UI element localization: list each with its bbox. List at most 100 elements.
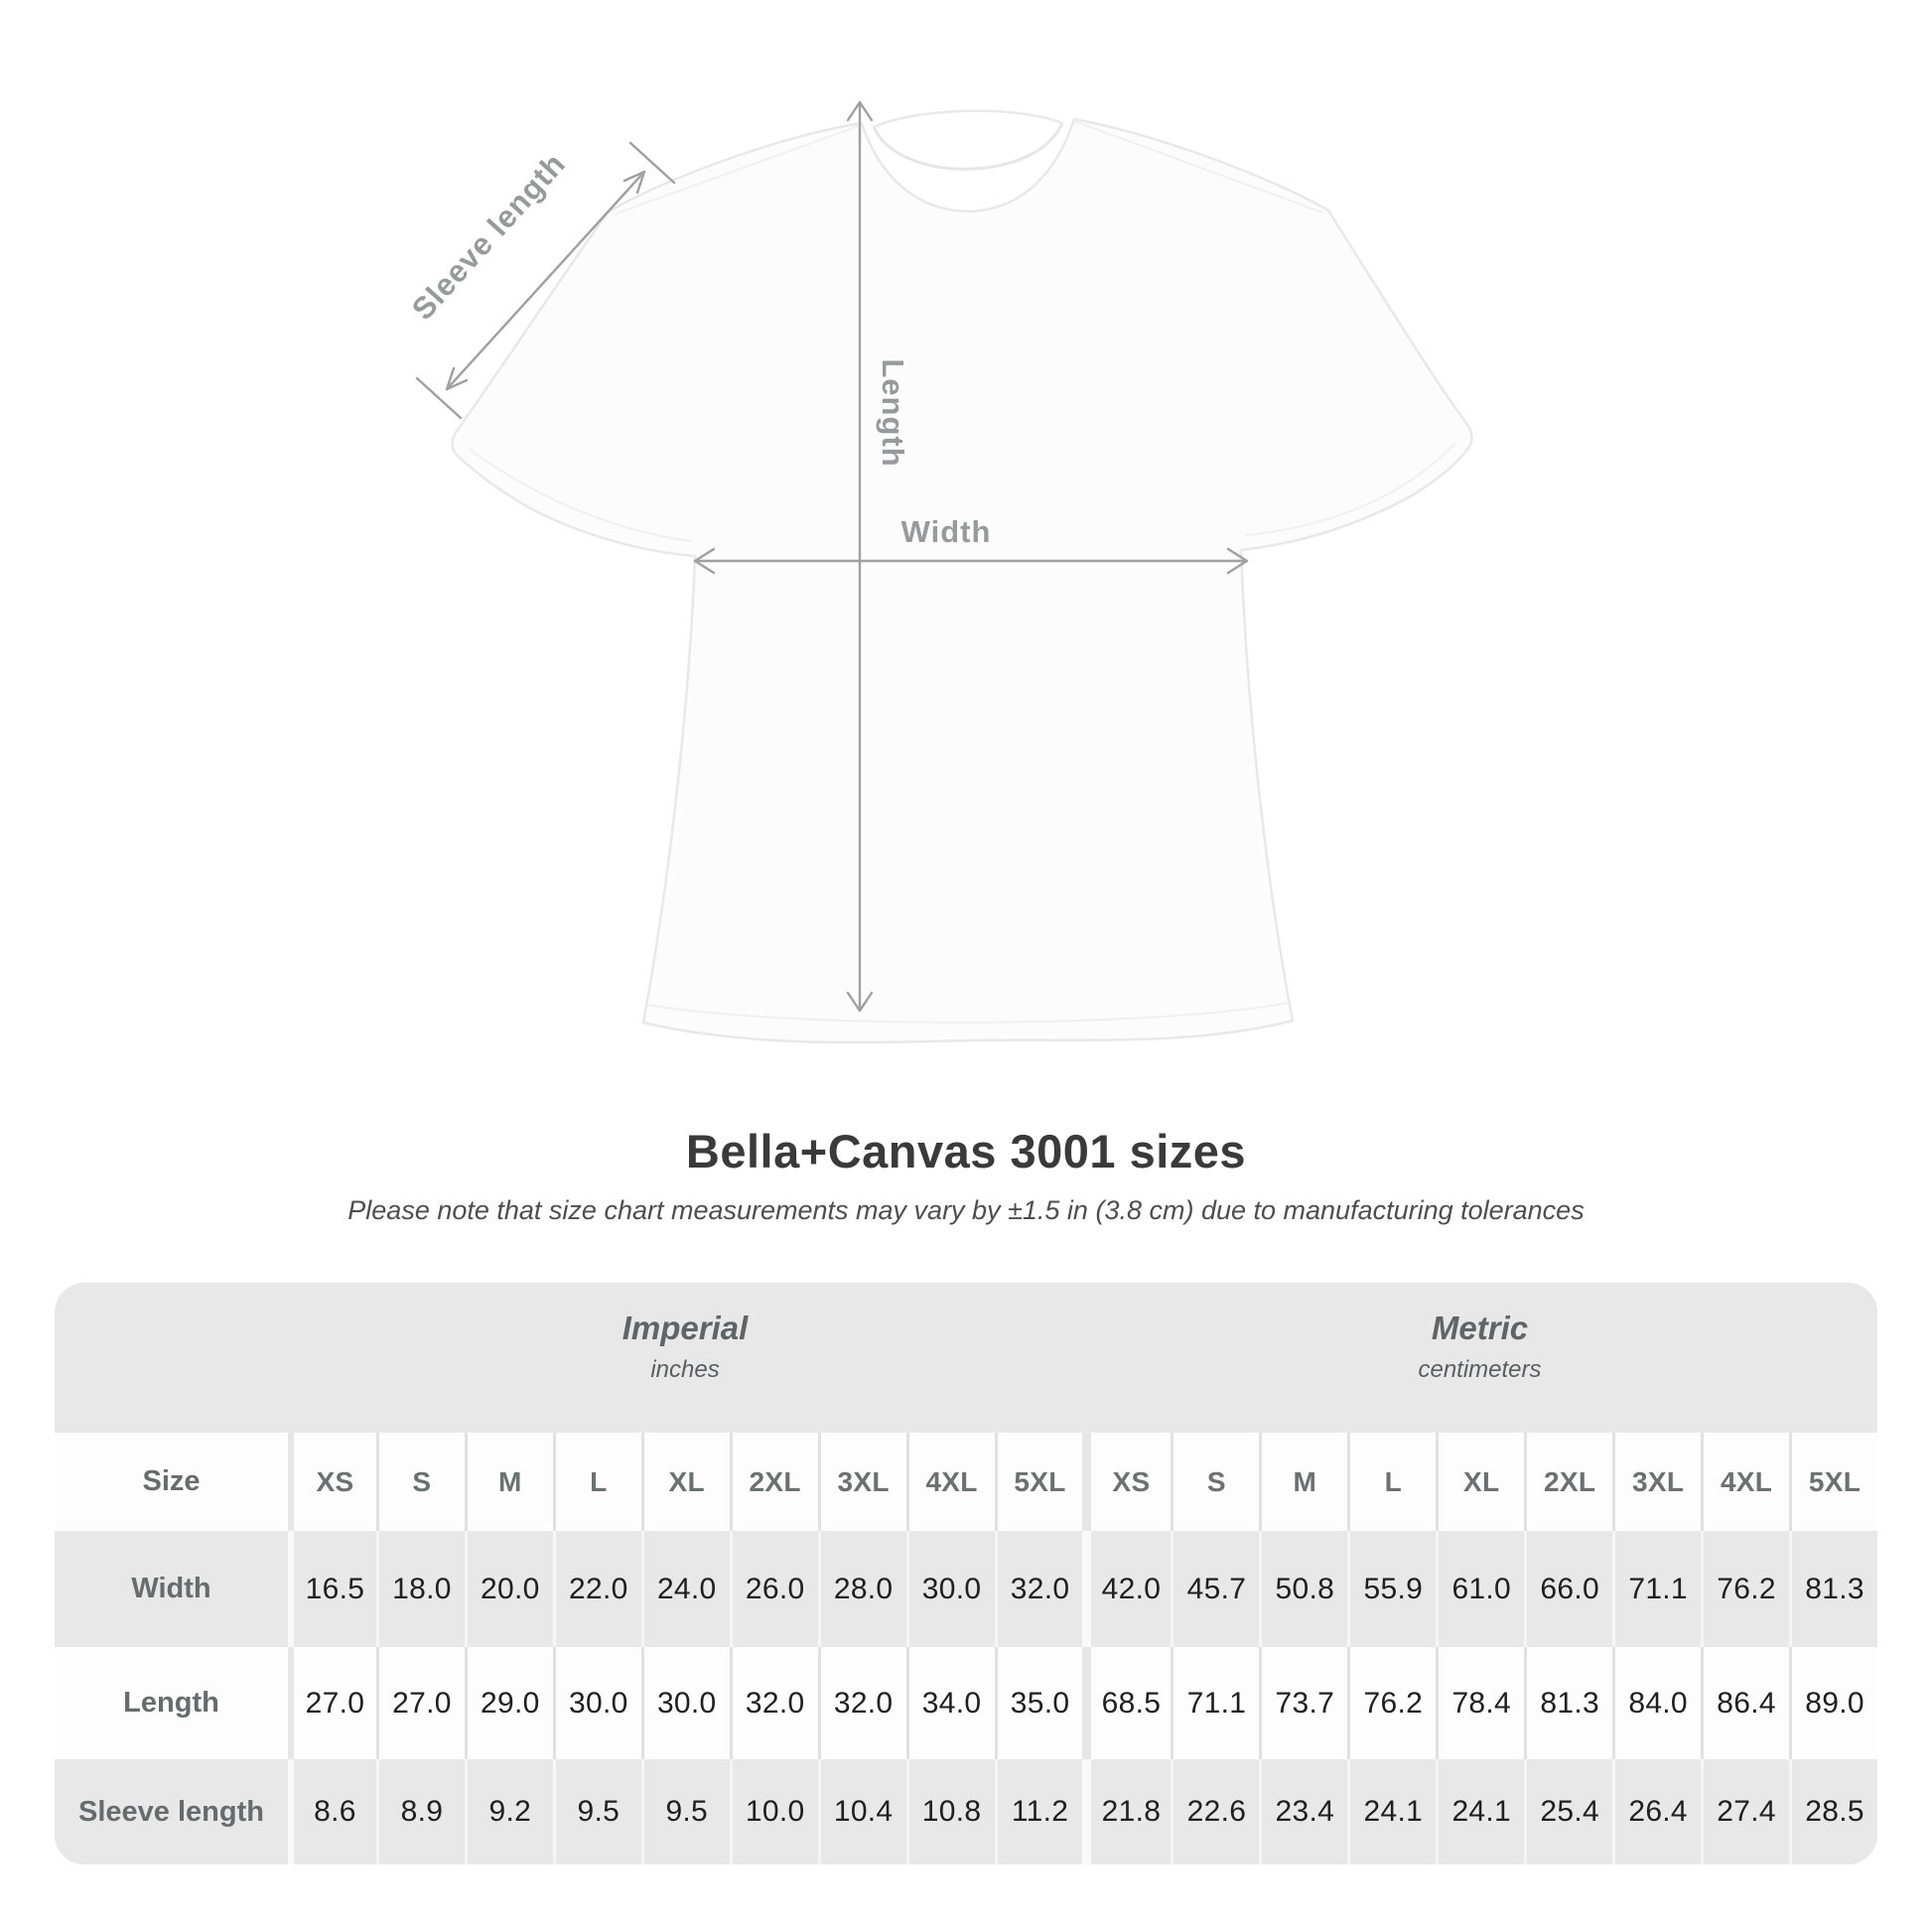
value-sleeve-length-metric-s: 22.6 [1171, 1759, 1259, 1864]
value-width-imperial-4xl: 30.0 [905, 1531, 995, 1647]
size-header-row: Size XS S M L XL 2XL 3XL 4XL 5XL XS S M L XL 2XL 3XL 4XL… [55, 1433, 1877, 1531]
value-length-metric-4xl: 86.4 [1701, 1647, 1789, 1759]
sleeve-hem-left [468, 448, 692, 542]
width-label: Width [901, 514, 992, 549]
value-length-metric-xl: 78.4 [1436, 1647, 1524, 1759]
value-length-metric-2xl: 81.3 [1524, 1647, 1612, 1759]
value-length-imperial-4xl: 34.0 [905, 1647, 995, 1759]
metric-group-unit: centimeters [1418, 1356, 1542, 1383]
size-corner-label: Size [142, 1465, 201, 1497]
value-sleeve-length-imperial-3xl: 10.4 [817, 1759, 906, 1864]
imperial-group-name: Imperial [621, 1310, 749, 1346]
length-label: Length [876, 358, 910, 467]
value-length-imperial-5xl: 35.0 [994, 1647, 1083, 1759]
value-sleeve-length-imperial-l: 9.5 [552, 1759, 641, 1864]
value-width-metric-5xl: 81.3 [1789, 1531, 1877, 1647]
collar-band [872, 122, 1064, 171]
tshirt-shape [451, 109, 1473, 1044]
value-width-imperial-xl: 24.0 [640, 1531, 730, 1647]
length-row: Length 27.0 27.0 29.0 30.0 30.0 32.0 32.0 34.0 3… [55, 1647, 1877, 1759]
metric-group-name: Metric [1431, 1310, 1529, 1346]
value-sleeve-length-metric-xs: 21.8 [1082, 1759, 1171, 1864]
value-width-metric-m: 50.8 [1259, 1531, 1347, 1647]
size-col-header-imperial-s: S [375, 1433, 465, 1531]
size-col-header-imperial-l: L [552, 1433, 641, 1531]
value-width-metric-l: 55.9 [1347, 1531, 1436, 1647]
unit-group-header: Imperial inches Metric centimeters [55, 1283, 1877, 1433]
size-col-header-imperial-4xl: 4XL [905, 1433, 995, 1531]
value-sleeve-length-metric-m: 23.4 [1259, 1759, 1347, 1864]
value-sleeve-length-metric-3xl: 26.4 [1612, 1759, 1701, 1864]
value-sleeve-length-imperial-m: 9.2 [464, 1759, 553, 1864]
value-width-metric-2xl: 66.0 [1524, 1531, 1612, 1647]
shoulder-seam-left [613, 124, 863, 215]
measurement-annotations [415, 100, 1249, 1013]
size-col-header-imperial-3xl: 3XL [817, 1433, 906, 1531]
size-col-header-imperial-2xl: 2XL [729, 1433, 818, 1531]
value-length-metric-3xl: 84.0 [1612, 1647, 1701, 1759]
value-width-metric-xl: 61.0 [1436, 1531, 1524, 1647]
value-length-imperial-m: 29.0 [464, 1647, 553, 1759]
size-col-header-metric-s: S [1171, 1433, 1259, 1531]
value-width-imperial-l: 22.0 [552, 1531, 641, 1647]
value-width-imperial-m: 20.0 [464, 1531, 553, 1647]
size-table: Imperial inches Metric centimeters Size … [55, 1283, 1877, 1864]
value-width-metric-3xl: 71.1 [1612, 1531, 1701, 1647]
length-row-label: Length [123, 1687, 219, 1719]
value-width-imperial-2xl: 26.0 [729, 1531, 818, 1647]
value-width-imperial-5xl: 32.0 [994, 1531, 1083, 1647]
size-col-header-metric-3xl: 3XL [1612, 1433, 1701, 1531]
size-col-header-metric-l: L [1347, 1433, 1436, 1531]
width-row: Width 16.5 18.0 20.0 22.0 24.0 26.0 28.0 30.0 32… [55, 1531, 1877, 1647]
value-sleeve-length-metric-2xl: 25.4 [1524, 1759, 1612, 1864]
shoulder-seam-right [1073, 120, 1323, 213]
value-sleeve-length-imperial-xl: 9.5 [640, 1759, 730, 1864]
tshirt-body [451, 117, 1473, 1044]
value-length-metric-5xl: 89.0 [1789, 1647, 1877, 1759]
size-col-header-imperial-5xl: 5XL [994, 1433, 1083, 1531]
size-col-header-metric-4xl: 4XL [1701, 1433, 1789, 1531]
value-length-imperial-2xl: 32.0 [729, 1647, 818, 1759]
value-length-imperial-l: 30.0 [552, 1647, 641, 1759]
bottom-hem-seam [646, 1002, 1290, 1024]
size-col-header-metric-xl: XL [1436, 1433, 1524, 1531]
value-sleeve-length-imperial-4xl: 10.8 [905, 1759, 995, 1864]
size-col-header-metric-m: M [1259, 1433, 1347, 1531]
collar-back [873, 109, 1063, 129]
value-sleeve-length-metric-4xl: 27.4 [1701, 1759, 1789, 1864]
value-length-imperial-xl: 30.0 [640, 1647, 730, 1759]
value-length-metric-l: 76.2 [1347, 1647, 1436, 1759]
value-length-imperial-xs: 27.0 [288, 1647, 376, 1759]
metric-group-header: Metric centimeters [1082, 1283, 1877, 1433]
imperial-group-unit: inches [650, 1356, 720, 1383]
value-width-metric-xs: 42.0 [1082, 1531, 1171, 1647]
size-col-header-imperial-xl: XL [640, 1433, 730, 1531]
value-sleeve-length-metric-5xl: 28.5 [1789, 1759, 1877, 1864]
value-length-metric-m: 73.7 [1259, 1647, 1347, 1759]
size-col-header-imperial-m: M [464, 1433, 553, 1531]
sleeve-length-row: Sleeve length 8.6 8.9 9.2 9.5 9.5 10.0 10.4 10.… [55, 1759, 1877, 1864]
value-width-imperial-s: 18.0 [375, 1531, 465, 1647]
width-row-label: Width [131, 1573, 211, 1604]
sleeve-length-row-label: Sleeve length [78, 1795, 264, 1828]
value-width-imperial-3xl: 28.0 [817, 1531, 906, 1647]
size-col-header-metric-5xl: 5XL [1789, 1433, 1877, 1531]
value-sleeve-length-metric-l: 24.1 [1347, 1759, 1436, 1864]
page-title: Bella+Canvas 3001 sizes [685, 1125, 1247, 1177]
sleeve-length-arrow [415, 141, 676, 420]
size-col-header-metric-xs: XS [1082, 1433, 1171, 1531]
size-col-header-metric-2xl: 2XL [1524, 1433, 1612, 1531]
sleeve-hem-right [1244, 442, 1456, 536]
value-width-metric-s: 45.7 [1171, 1531, 1259, 1647]
size-col-header-imperial-xs: XS [288, 1433, 376, 1531]
width-arrow [693, 547, 1249, 575]
value-sleeve-length-metric-xl: 24.1 [1436, 1759, 1524, 1864]
value-length-metric-s: 71.1 [1171, 1647, 1259, 1759]
length-arrow [846, 100, 874, 1013]
value-sleeve-length-imperial-xs: 8.6 [288, 1759, 376, 1864]
value-width-imperial-xs: 16.5 [288, 1531, 376, 1647]
value-sleeve-length-imperial-2xl: 10.0 [729, 1759, 818, 1864]
tshirt-diagram: Sleeve length Length Width [405, 100, 1473, 1044]
value-length-imperial-s: 27.0 [375, 1647, 465, 1759]
value-sleeve-length-imperial-s: 8.9 [375, 1759, 465, 1864]
